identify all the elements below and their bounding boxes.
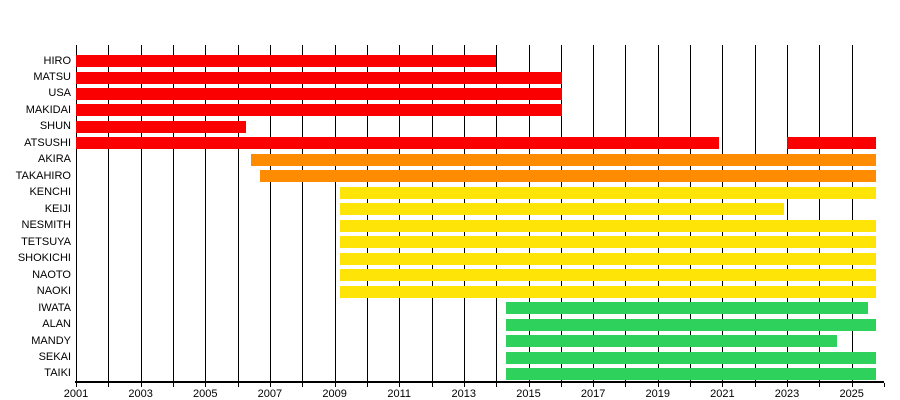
timeline-bar-atsushi [787,137,877,150]
timeline-bar-nesmith [340,219,877,232]
x-axis-year-label: 2015 [516,388,541,400]
x-axis-tick-2003 [140,383,142,387]
x-axis-tick-2009 [334,383,336,387]
timeline-bar-usa [76,87,563,100]
timeline-bar-mandy [505,335,838,347]
gridline-year-2023 [787,45,788,382]
gridline-year-2007 [269,45,271,382]
row-label-shokichi: SHOKICHI [17,252,71,265]
row-label-usa: USA [48,87,71,100]
timeline-bar-takahiro [260,170,877,183]
row-label-iwata: IWATA [38,301,71,314]
timeline-bar-iwata [505,302,868,314]
timeline-bar-hiro [76,55,497,67]
timeline-bar-sekai [505,351,877,364]
timeline-bar-atsushi [76,137,720,150]
x-axis-tick-2004 [173,383,174,387]
gridline-year-2008 [302,45,304,382]
timeline-bar-shun [76,120,246,133]
gridline-year-2025 [851,45,853,382]
row-label-nesmith: NESMITH [21,219,72,232]
row-label-mandy: MANDY [31,334,71,347]
timeline-bar-taiki [505,367,877,380]
row-label-atsushi: ATSUSHI [24,136,71,149]
row-label-alan: ALAN [42,318,71,330]
row-label-matsu: MATSU [33,71,71,83]
row-label-keiji: KEIJI [44,202,71,215]
x-axis-tick-2014 [496,383,498,387]
x-axis-tick-2001 [76,383,77,387]
row-label-tetsuya: TETSUYA [21,235,71,248]
x-axis-year-label: 2017 [580,388,606,400]
timeline-bar-akira [250,153,877,166]
row-label-takahiro: TAKAHIRO [15,169,71,182]
x-axis-tick-2016 [560,383,562,387]
x-axis-tick-2010 [366,383,368,387]
timeline-bar-alan [505,318,877,331]
x-axis-tick-2008 [302,383,304,387]
timeline-bar-kenchi [340,186,877,199]
x-axis-year-label: 2005 [193,388,218,400]
x-axis-year-label: 2013 [451,388,477,400]
x-axis-tick-2023 [787,383,788,387]
timeline-bar-makidai [76,104,563,117]
x-axis-tick-2012 [431,383,433,387]
x-axis-tick-2017 [593,383,595,387]
timeline-bar-keiji [340,203,785,216]
x-axis-tick-2024 [819,383,821,387]
x-axis-tick-2015 [528,383,530,387]
x-axis-tick-2019 [657,383,659,387]
x-axis-tick-2020 [690,383,692,387]
row-label-kenchi: KENCHI [29,186,71,199]
x-axis-tick-2026 [884,383,885,387]
row-label-naoto: NAOTO [32,268,71,281]
gridline-year-2009 [334,45,336,382]
x-axis-tick-2006 [237,383,239,387]
x-axis-line [75,381,884,383]
x-axis-year-label: 2001 [63,388,89,400]
row-label-makidai: MAKIDAI [25,103,71,116]
x-axis-tick-2022 [754,383,756,387]
x-axis-tick-2007 [269,383,271,387]
timeline-bar-shokichi [340,252,877,265]
timeline-bar-naoki [340,285,877,298]
x-axis-year-label: 2019 [645,388,671,400]
gridline-year-2006 [237,45,239,382]
gridline-year-2002 [108,45,110,382]
row-label-sekai: SEKAI [38,351,71,363]
gridline-year-2024 [819,45,821,382]
x-axis-year-label: 2021 [710,388,735,400]
x-axis-year-label: 2003 [128,388,153,400]
row-label-akira: AKIRA [37,153,71,166]
gridline-year-2001 [76,45,77,382]
x-axis-tick-2018 [625,383,627,387]
gridline-year-2004 [173,45,174,382]
x-axis-year-label: 2007 [257,388,283,400]
timeline-bar-naoto [340,269,877,282]
x-axis-tick-2002 [108,383,110,387]
x-axis-year-label: 2009 [322,388,347,400]
timeline-bar-matsu [76,71,563,84]
x-axis-year-label: 2011 [387,388,412,400]
x-axis-tick-2025 [851,383,853,387]
gridline-year-2003 [140,45,142,382]
x-axis-tick-2011 [399,383,401,387]
x-axis-tick-2021 [722,383,724,387]
row-label-taiki: TAIKI [44,367,71,380]
x-axis-tick-2013 [463,383,465,387]
timeline-bar-tetsuya [340,236,877,249]
gridline-year-2005 [205,45,207,382]
row-label-hiro: HIRO [43,54,72,67]
row-label-naoki: NAOKI [36,285,71,298]
x-axis-year-label: 2025 [839,388,864,400]
row-label-shun: SHUN [39,120,71,133]
x-axis-year-label: 2023 [774,388,800,400]
x-axis-tick-2005 [205,383,207,387]
